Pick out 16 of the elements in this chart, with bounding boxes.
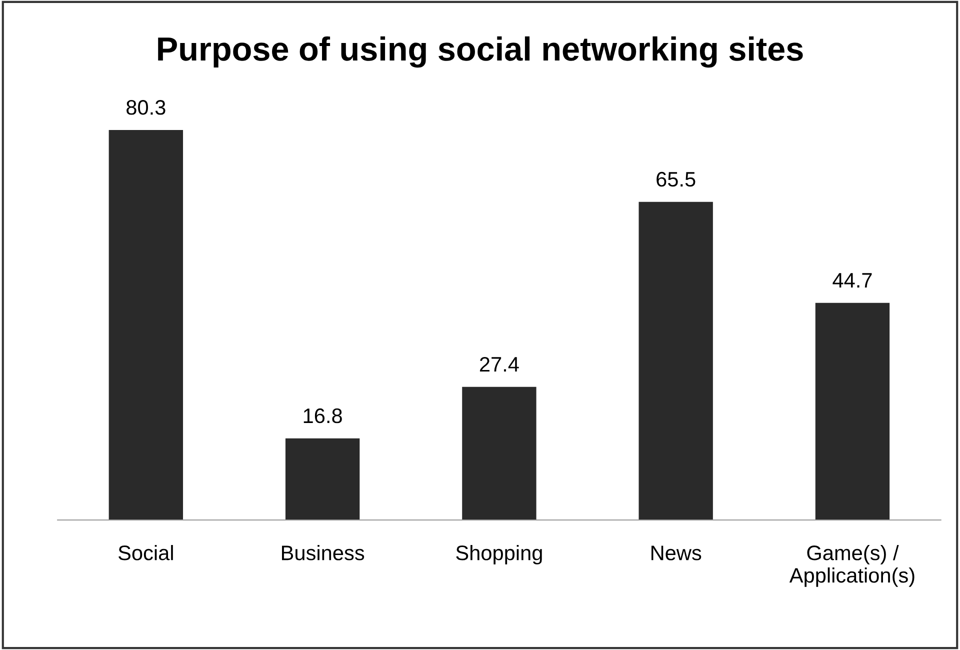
x-tick-label: News (652, 546, 702, 560)
data-label: 27.4 (480, 356, 519, 372)
x-tick-label: Business (282, 545, 364, 560)
chart-title: Purpose of using social networking sites (158, 36, 803, 68)
bar (108, 130, 184, 520)
data-label: 16.8 (304, 408, 342, 424)
data-label: 80.3 (126, 100, 166, 115)
x-tick-label: Shopping (456, 545, 542, 564)
bar (638, 202, 713, 520)
data-label: 65.5 (656, 172, 696, 187)
bar (815, 302, 890, 520)
bar (462, 386, 536, 520)
x-tick-label: Game(s) / Application(s) (789, 545, 914, 587)
bar (285, 438, 360, 520)
x-tick-label: Social (118, 545, 173, 560)
data-label: 44.7 (832, 273, 872, 288)
